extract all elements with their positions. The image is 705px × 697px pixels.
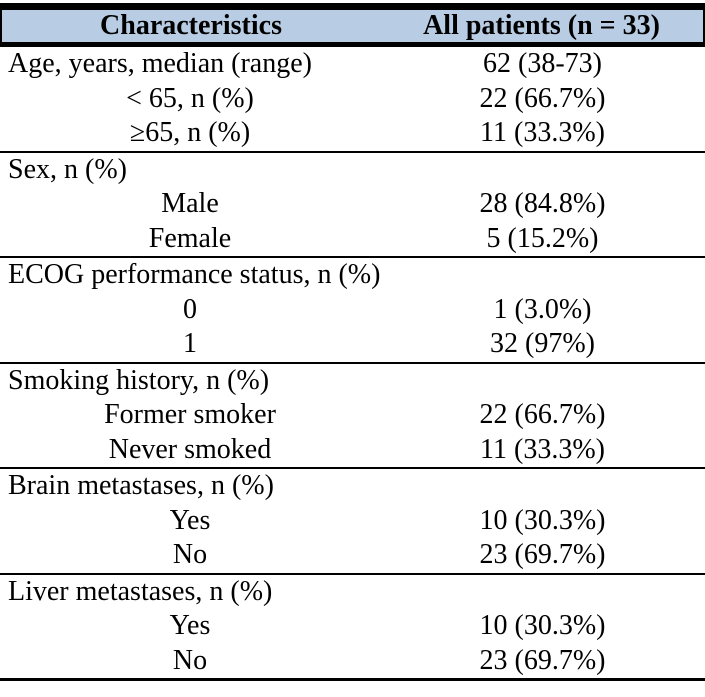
patient-value: 28 (84.8%) (479, 188, 606, 220)
characteristic-label: No (172, 539, 208, 571)
patient-value: 23 (69.7%) (479, 539, 606, 571)
characteristic-label: Former smoker (104, 399, 276, 431)
section-age: Age, years, median (range) 62 (38-73) < … (0, 47, 705, 151)
column-header-all-patients: All patients (n = 33) (423, 10, 660, 41)
characteristic-label: < 65, n (%) (126, 82, 254, 114)
patient-value: 5 (15.2%) (486, 222, 599, 254)
table-row: Never smoked 11 (33.3%) (0, 433, 705, 468)
table-row: Brain metastases, n (%) (0, 469, 705, 504)
table-row: Liver metastases, n (%) (0, 575, 705, 610)
patient-value: 10 (30.3%) (479, 610, 606, 642)
patient-value: 1 (3.0%) (493, 293, 592, 325)
section-ecog: ECOG performance status, n (%) 0 1 (3.0%… (0, 256, 705, 362)
table-row: No 23 (69.7%) (0, 644, 705, 679)
characteristic-label: Brain metastases, n (%) (8, 470, 274, 502)
characteristic-label: Yes (169, 610, 211, 642)
characteristic-label: No (172, 644, 208, 676)
section-brain-metastases: Brain metastases, n (%) Yes 10 (30.3%) N… (0, 467, 705, 573)
characteristic-label: ≥65, n (%) (129, 117, 251, 149)
section-sex: Sex, n (%) Male 28 (84.8%) Female 5 (15.… (0, 150, 705, 257)
table-row: No 23 (69.7%) (0, 538, 705, 573)
table-row: ≥65, n (%) 11 (33.3%) (0, 116, 705, 151)
patient-value: 11 (33.3%) (480, 433, 605, 465)
table-header-row: Characteristics All patients (n = 33) (0, 10, 705, 47)
table-row: 1 32 (97%) (0, 327, 705, 362)
patient-value: 62 (38-73) (483, 48, 602, 80)
table-row: ECOG performance status, n (%) (0, 258, 705, 293)
section-smoking: Smoking history, n (%) Former smoker 22 … (0, 361, 705, 468)
table-row: < 65, n (%) 22 (66.7%) (0, 82, 705, 117)
characteristic-label: Sex, n (%) (8, 153, 127, 185)
table-row: Yes 10 (30.3%) (0, 609, 705, 644)
characteristic-label: Yes (169, 504, 211, 536)
section-liver-metastases: Liver metastases, n (%) Yes 10 (30.3%) N… (0, 572, 705, 679)
characteristic-label: Never smoked (108, 433, 272, 465)
table-row: 0 1 (3.0%) (0, 293, 705, 328)
characteristic-label: Age, years, median (range) (8, 48, 312, 80)
table-row: Sex, n (%) (0, 153, 705, 188)
characteristic-label: Liver metastases, n (%) (8, 575, 273, 607)
patient-value: 23 (69.7%) (479, 644, 606, 676)
table-row: Smoking history, n (%) (0, 364, 705, 399)
table-row: Male 28 (84.8%) (0, 187, 705, 222)
table-row: Former smoker 22 (66.7%) (0, 398, 705, 433)
patient-characteristics-table: Characteristics All patients (n = 33) Ag… (0, 3, 705, 681)
patient-value: 22 (66.7%) (479, 82, 606, 114)
column-header-characteristics: Characteristics (100, 10, 282, 41)
patient-value: 11 (33.3%) (480, 117, 605, 149)
table-row: Age, years, median (range) 62 (38-73) (0, 47, 705, 82)
patient-value: 32 (97%) (490, 328, 595, 360)
patient-value: 22 (66.7%) (479, 399, 606, 431)
characteristic-label: Male (161, 188, 219, 220)
characteristic-label: ECOG performance status, n (%) (8, 259, 381, 291)
table-row: Yes 10 (30.3%) (0, 504, 705, 539)
patient-value: 10 (30.3%) (479, 504, 606, 536)
characteristic-label: Smoking history, n (%) (8, 364, 270, 396)
characteristic-label: 0 (183, 293, 197, 325)
table-row: Female 5 (15.2%) (0, 222, 705, 257)
characteristic-label: Female (148, 222, 232, 254)
characteristic-label: 1 (183, 328, 197, 360)
